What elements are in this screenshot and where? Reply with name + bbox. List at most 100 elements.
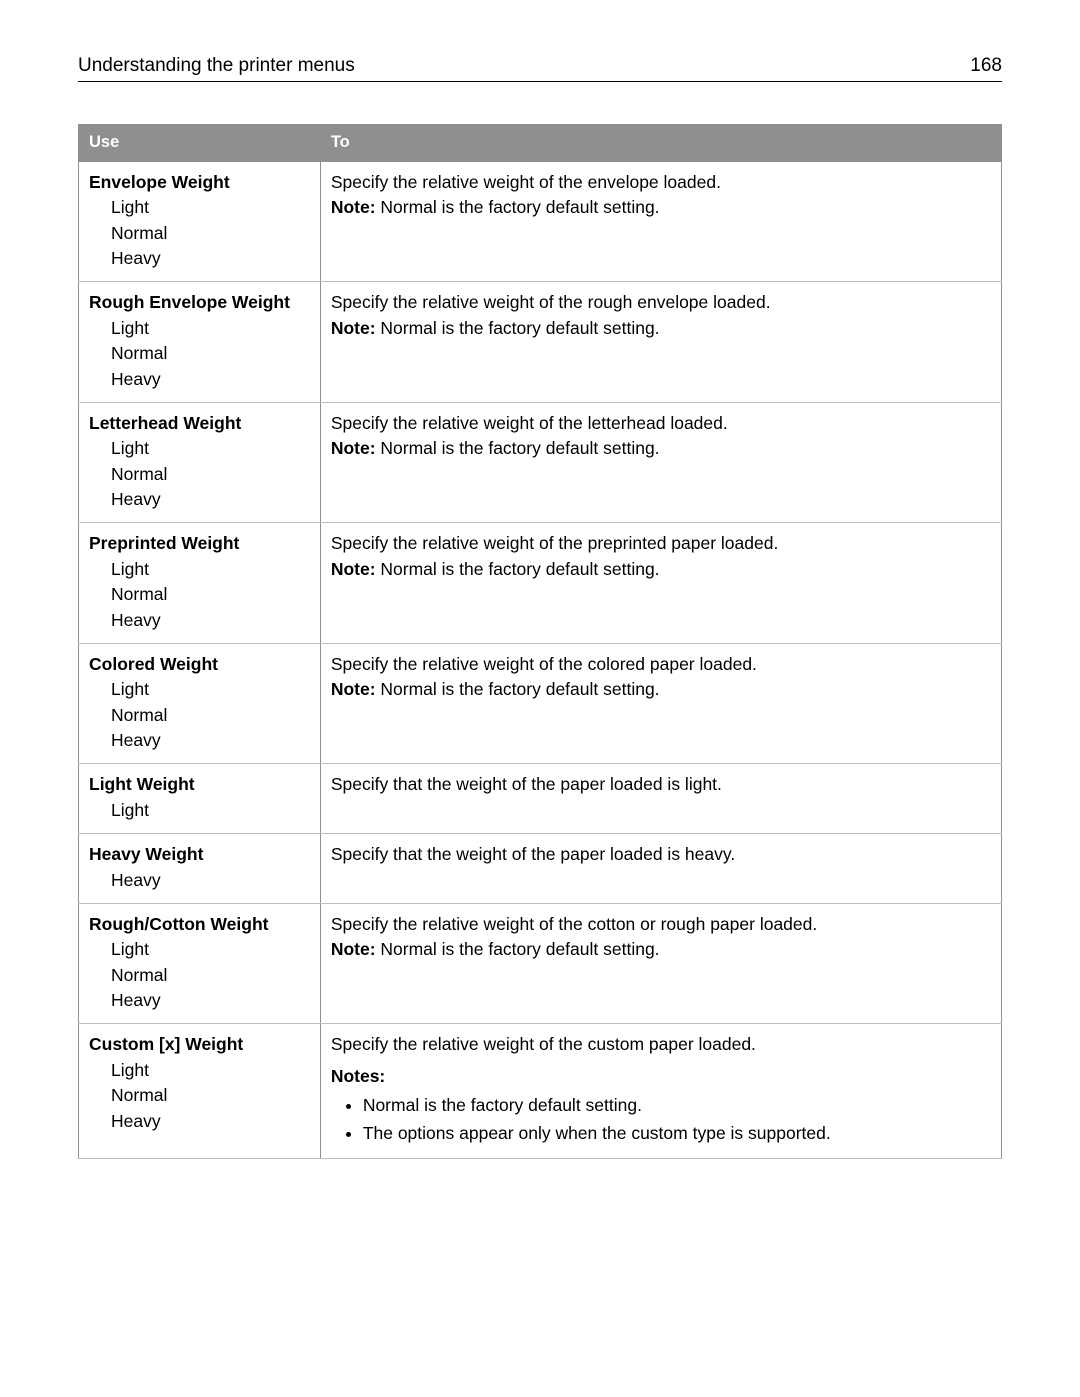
table-row: Envelope WeightLightNormalHeavy Specify t…	[79, 161, 1002, 282]
to-description: Specify the relative weight of the lette…	[331, 411, 991, 436]
use-title: Colored Weight	[89, 652, 310, 677]
notes-list: Normal is the factory default setting.Th…	[331, 1093, 991, 1146]
use-option: Light	[111, 316, 310, 341]
use-title: Rough/Cotton Weight	[89, 912, 310, 937]
table-row: Preprinted WeightLightNormalHeavy Specify…	[79, 523, 1002, 644]
note-text: Normal is the factory default setting.	[376, 559, 660, 579]
use-option: Normal	[111, 1083, 310, 1108]
note-line: Note: Normal is the factory default sett…	[331, 937, 991, 962]
page-header: Understanding the printer menus 168	[78, 55, 1002, 82]
note-label: Note:	[331, 318, 376, 338]
use-option: Light	[111, 677, 310, 702]
column-header-to: To	[320, 125, 1001, 162]
use-cell: Envelope WeightLightNormalHeavy	[79, 161, 321, 282]
use-title: Light Weight	[89, 772, 310, 797]
note-line: Note: Normal is the factory default sett…	[331, 677, 991, 702]
note-line: Note: Normal is the factory default sett…	[331, 557, 991, 582]
use-option: Normal	[111, 582, 310, 607]
table-row: Rough Envelope WeightLightNormalHeavy Spe…	[79, 282, 1002, 403]
table-row: Custom [x] WeightLightNormalHeavy Specify…	[79, 1024, 1002, 1159]
table-row: Rough/Cotton WeightLightNormalHeavy Speci…	[79, 903, 1002, 1024]
to-description: Specify the relative weight of the prepr…	[331, 531, 991, 556]
use-title: Heavy Weight	[89, 842, 310, 867]
use-title: Envelope Weight	[89, 170, 310, 195]
page-number: 168	[970, 55, 1002, 77]
use-options: LightNormalHeavy	[89, 436, 310, 512]
use-option: Light	[111, 557, 310, 582]
note-line: Note: Normal is the factory default sett…	[331, 316, 991, 341]
use-cell: Preprinted WeightLightNormalHeavy	[79, 523, 321, 644]
note-line: Note: Normal is the factory default sett…	[331, 195, 991, 220]
use-title: Preprinted Weight	[89, 531, 310, 556]
note-text: Normal is the factory default setting.	[376, 438, 660, 458]
table-header-row: Use To	[79, 125, 1002, 162]
to-cell: Specify the relative weight of the color…	[320, 643, 1001, 764]
use-cell: Rough/Cotton WeightLightNormalHeavy	[79, 903, 321, 1024]
note-label: Note:	[331, 559, 376, 579]
note-text: Normal is the factory default setting.	[376, 318, 660, 338]
use-options: LightNormalHeavy	[89, 1058, 310, 1134]
table-body: Envelope WeightLightNormalHeavySpecify t…	[79, 161, 1002, 1158]
to-description: Specify the relative weight of the custo…	[331, 1032, 991, 1057]
use-option: Heavy	[111, 988, 310, 1013]
use-options: LightNormalHeavy	[89, 316, 310, 392]
table-row: Colored WeightLightNormalHeavy Specify th…	[79, 643, 1002, 764]
use-cell: Rough Envelope WeightLightNormalHeavy	[79, 282, 321, 403]
to-description: Specify that the weight of the paper loa…	[331, 842, 991, 867]
column-header-use: Use	[79, 125, 321, 162]
use-options: Light	[89, 798, 310, 823]
to-description: Specify the relative weight of the cotto…	[331, 912, 991, 937]
to-cell: Specify the relative weight of the custo…	[320, 1024, 1001, 1159]
note-label: Note:	[331, 679, 376, 699]
use-options: LightNormalHeavy	[89, 557, 310, 633]
use-option: Heavy	[111, 487, 310, 512]
use-option: Heavy	[111, 246, 310, 271]
use-option: Normal	[111, 341, 310, 366]
use-cell: Custom [x] WeightLightNormalHeavy	[79, 1024, 321, 1159]
use-option: Light	[111, 436, 310, 461]
to-cell: Specify the relative weight of the rough…	[320, 282, 1001, 403]
to-cell: Specify that the weight of the paper loa…	[320, 834, 1001, 904]
use-option: Light	[111, 1058, 310, 1083]
table-row: Light WeightLight Specify that the weight…	[79, 764, 1002, 834]
note-label: Note:	[331, 939, 376, 959]
use-options: LightNormalHeavy	[89, 195, 310, 271]
to-description: Specify the relative weight of the envel…	[331, 170, 991, 195]
use-options: LightNormalHeavy	[89, 677, 310, 753]
use-options: LightNormalHeavy	[89, 937, 310, 1013]
to-description: Specify that the weight of the paper loa…	[331, 772, 991, 797]
use-option: Light	[111, 195, 310, 220]
use-cell: Light WeightLight	[79, 764, 321, 834]
to-cell: Specify the relative weight of the envel…	[320, 161, 1001, 282]
use-cell: Heavy WeightHeavy	[79, 834, 321, 904]
use-option: Heavy	[111, 728, 310, 753]
use-title: Custom [x] Weight	[89, 1032, 310, 1057]
use-option: Normal	[111, 963, 310, 988]
use-option: Normal	[111, 703, 310, 728]
to-cell: Specify the relative weight of the lette…	[320, 402, 1001, 523]
note-label: Note:	[331, 438, 376, 458]
use-options: Heavy	[89, 868, 310, 893]
use-option: Heavy	[111, 868, 310, 893]
table-row: Letterhead WeightLightNormalHeavy Specify…	[79, 402, 1002, 523]
note-text: Normal is the factory default setting.	[376, 679, 660, 699]
use-cell: Letterhead WeightLightNormalHeavy	[79, 402, 321, 523]
use-option: Normal	[111, 221, 310, 246]
use-option: Light	[111, 798, 310, 823]
use-option: Heavy	[111, 608, 310, 633]
notes-list-item: The options appear only when the custom …	[363, 1121, 991, 1146]
use-title: Letterhead Weight	[89, 411, 310, 436]
page: Understanding the printer menus 168 Use …	[0, 0, 1080, 1397]
header-title: Understanding the printer menus	[78, 55, 355, 77]
notes-label: Notes:	[331, 1064, 991, 1089]
use-option: Heavy	[111, 1109, 310, 1134]
note-label: Note:	[331, 197, 376, 217]
to-description: Specify the relative weight of the rough…	[331, 290, 991, 315]
note-text: Normal is the factory default setting.	[376, 197, 660, 217]
to-cell: Specify the relative weight of the prepr…	[320, 523, 1001, 644]
to-description: Specify the relative weight of the color…	[331, 652, 991, 677]
note-line: Note: Normal is the factory default sett…	[331, 436, 991, 461]
menu-table: Use To Envelope WeightLightNormalHeavySp…	[78, 124, 1002, 1159]
use-option: Light	[111, 937, 310, 962]
use-option: Heavy	[111, 367, 310, 392]
